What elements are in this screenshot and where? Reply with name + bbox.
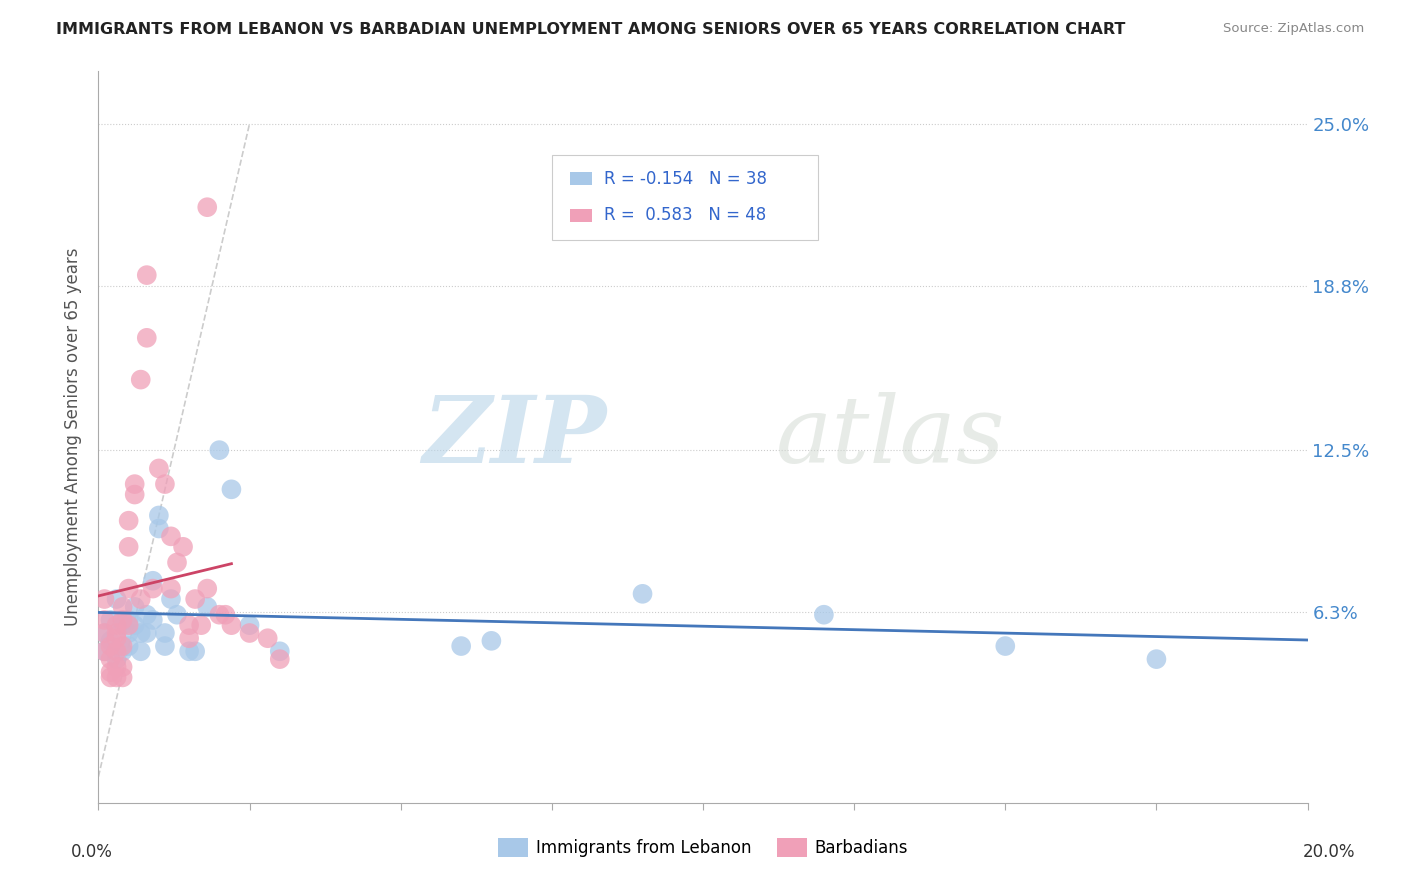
Point <box>160 582 183 596</box>
Point <box>111 599 134 614</box>
Point <box>105 592 128 607</box>
Point <box>111 644 134 658</box>
Point <box>208 607 231 622</box>
Text: IMMIGRANTS FROM LEBANON VS BARBADIAN UNEMPLOYMENT AMONG SENIORS OVER 65 YEARS CO: IMMIGRANTS FROM LEBANON VS BARBADIAN UNE… <box>56 22 1126 37</box>
Point <box>631 587 654 601</box>
Point <box>1144 652 1167 666</box>
Point <box>179 618 201 632</box>
Point <box>172 540 194 554</box>
Point <box>166 556 188 570</box>
Point <box>100 665 122 680</box>
Point <box>100 639 122 653</box>
Point <box>118 514 141 528</box>
Point <box>129 644 152 658</box>
Point <box>100 670 122 684</box>
Point <box>994 639 1017 653</box>
Point <box>195 582 218 596</box>
Point <box>100 633 122 648</box>
Point <box>93 626 115 640</box>
Point <box>124 487 146 501</box>
Text: Source: ZipAtlas.com: Source: ZipAtlas.com <box>1223 22 1364 36</box>
Point <box>105 632 128 646</box>
Point <box>142 574 165 588</box>
Point <box>481 633 503 648</box>
Point <box>153 639 176 653</box>
Point <box>148 508 170 523</box>
Point <box>135 331 157 345</box>
Point <box>190 618 212 632</box>
Point <box>124 599 146 614</box>
Point <box>118 639 141 653</box>
Point <box>118 618 141 632</box>
Text: R =  0.583   N = 48: R = 0.583 N = 48 <box>603 206 766 225</box>
Point <box>124 618 146 632</box>
Point <box>179 632 201 646</box>
Point <box>93 613 115 627</box>
Point <box>184 644 207 658</box>
Point <box>208 443 231 458</box>
Point <box>135 268 157 282</box>
Point <box>100 613 122 627</box>
Bar <box>569 172 592 186</box>
Point <box>142 582 165 596</box>
Point <box>118 582 141 596</box>
Point <box>179 644 201 658</box>
Point <box>111 660 134 674</box>
Point <box>195 200 218 214</box>
Text: 20.0%: 20.0% <box>1302 843 1355 861</box>
Point <box>93 592 115 607</box>
Point <box>166 607 188 622</box>
Point <box>93 644 115 658</box>
Point <box>111 618 134 632</box>
Point <box>153 477 176 491</box>
Point <box>93 626 115 640</box>
Point <box>111 639 134 653</box>
Point <box>813 607 835 622</box>
Point <box>142 613 165 627</box>
Point <box>118 540 141 554</box>
Y-axis label: Unemployment Among Seniors over 65 years: Unemployment Among Seniors over 65 years <box>65 248 83 626</box>
Point <box>184 592 207 607</box>
Point <box>148 521 170 535</box>
Point <box>160 529 183 543</box>
Point <box>269 644 291 658</box>
Point <box>111 670 134 684</box>
Point <box>160 592 183 607</box>
Point <box>256 632 278 646</box>
Point <box>105 618 128 632</box>
Point <box>221 483 243 497</box>
Point <box>100 652 122 666</box>
Point <box>111 613 134 627</box>
FancyBboxPatch shape <box>551 155 818 240</box>
Bar <box>569 209 592 222</box>
Point <box>153 626 176 640</box>
Point <box>214 607 236 622</box>
Point <box>269 652 291 666</box>
Point <box>105 670 128 684</box>
Point <box>118 626 141 640</box>
Point <box>195 599 218 614</box>
Text: 0.0%: 0.0% <box>70 843 112 861</box>
Point <box>221 618 243 632</box>
Point <box>105 660 128 674</box>
Point <box>129 592 152 607</box>
Text: ZIP: ZIP <box>422 392 606 482</box>
Point <box>129 626 152 640</box>
Point <box>93 644 115 658</box>
Point <box>105 644 128 658</box>
Point <box>135 607 157 622</box>
Point <box>105 652 128 666</box>
Point <box>239 626 262 640</box>
Point <box>129 373 152 387</box>
Point <box>239 618 262 632</box>
Text: atlas: atlas <box>776 392 1005 482</box>
Point <box>148 461 170 475</box>
Legend: Immigrants from Lebanon, Barbadians: Immigrants from Lebanon, Barbadians <box>491 831 915 864</box>
Point <box>118 613 141 627</box>
Point <box>450 639 472 653</box>
Point <box>105 626 128 640</box>
Text: R = -0.154   N = 38: R = -0.154 N = 38 <box>603 169 766 188</box>
Point <box>135 626 157 640</box>
Point <box>124 477 146 491</box>
